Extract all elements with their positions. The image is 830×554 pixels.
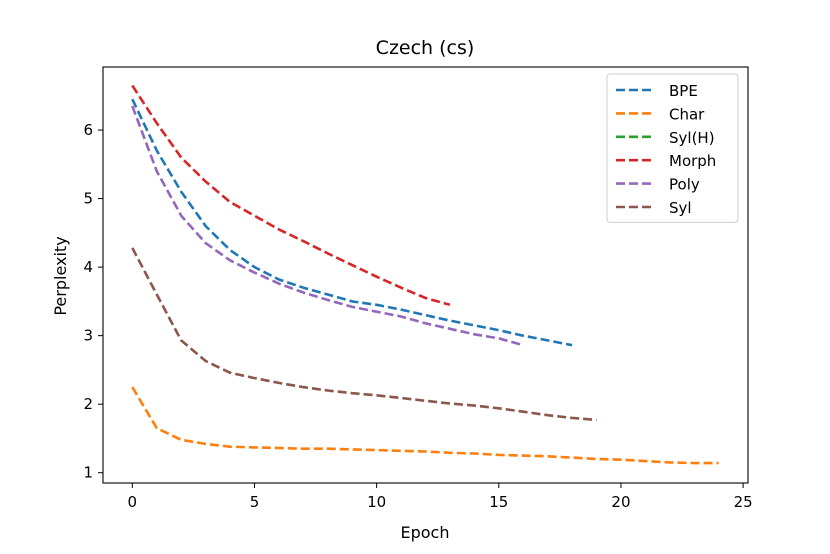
x-tick-label: 5 bbox=[250, 493, 260, 511]
series-line-morph bbox=[131, 84, 451, 307]
chart-title: Czech (cs) bbox=[376, 37, 475, 59]
y-tick-label: 4 bbox=[83, 258, 93, 276]
legend-label-char: Char bbox=[669, 105, 705, 123]
x-tick-label: 15 bbox=[489, 493, 508, 511]
plot-frame bbox=[102, 66, 749, 484]
x-tick-label: 10 bbox=[367, 493, 386, 511]
series-line-char bbox=[131, 386, 719, 465]
legend-label-morph: Morph bbox=[669, 152, 716, 170]
y-tick-label: 6 bbox=[83, 121, 93, 139]
series-line-syl bbox=[131, 247, 597, 422]
y-tick-label: 2 bbox=[83, 395, 93, 413]
x-tick-label: 20 bbox=[611, 493, 630, 511]
legend-label-syl-h: Syl(H) bbox=[669, 129, 715, 147]
axis-ticks: 0 5 10 15 20 25 1 2 3 4 5 6 bbox=[83, 121, 752, 511]
legend-label-poly: Poly bbox=[669, 176, 700, 194]
x-tick-label: 0 bbox=[128, 493, 138, 511]
y-tick-label: 1 bbox=[83, 464, 93, 482]
x-tick-label: 25 bbox=[734, 493, 753, 511]
x-axis-label: Epoch bbox=[401, 523, 450, 542]
y-tick-label: 5 bbox=[83, 190, 93, 208]
legend-label-syl: Syl bbox=[669, 199, 692, 217]
y-tick-label: 3 bbox=[83, 327, 93, 345]
y-axis-label: Perplexity bbox=[51, 236, 70, 315]
series-line-poly bbox=[131, 105, 524, 347]
series-line-bpe bbox=[131, 98, 573, 347]
legend-label-bpe: BPE bbox=[669, 82, 698, 100]
legend: BPE Char Syl(H) Morph Poly Syl bbox=[606, 73, 739, 223]
legend-box bbox=[606, 73, 739, 223]
series-lines bbox=[131, 84, 719, 465]
